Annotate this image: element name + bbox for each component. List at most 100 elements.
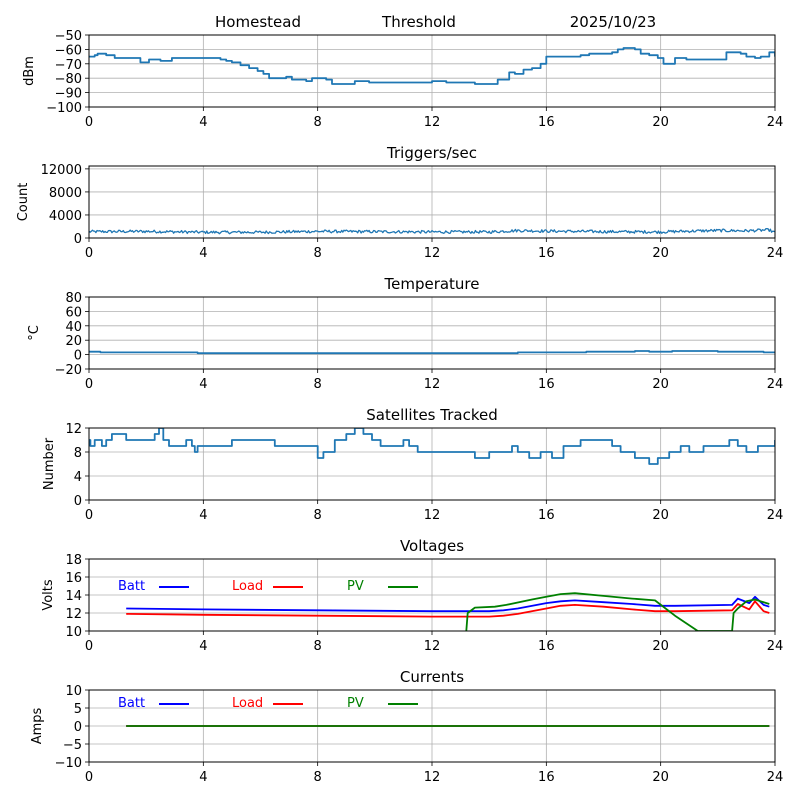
panel-currents: 0 4 8 12 16 20 24 −10 −5 0 5 10 Amps Currents Batt Load… [30, 668, 783, 785]
series-line-triggers [89, 228, 775, 235]
panel-satellites: 0 4 8 12 16 20 24 0 4 8 12 Number Satellites Tracked [42, 406, 783, 523]
y-tick-label: −70 [55, 58, 82, 73]
x-tick-label: 24 [767, 639, 784, 654]
x-tick-label: 12 [424, 115, 441, 130]
y-tick-label: −10 [55, 756, 82, 771]
x-tick-label: 12 [424, 377, 441, 392]
y-tick-label: 12 [65, 607, 82, 622]
y-tick-label: −100 [46, 101, 82, 116]
x-tick-label: 0 [85, 639, 93, 654]
series-line-threshold [89, 47, 775, 85]
y-tick-label: 10 [65, 625, 82, 640]
y-tick-label: −60 [55, 43, 82, 58]
panel-title: Triggers/sec [386, 144, 477, 162]
x-tick-label: 8 [314, 377, 322, 392]
series-line-satellites [89, 428, 775, 465]
y-tick-label: −5 [63, 738, 82, 753]
y-tick-label: 4000 [49, 209, 82, 224]
y-tick-label: −20 [55, 363, 82, 378]
y-tick-label: 0 [74, 494, 82, 509]
x-tick-label: 16 [538, 115, 555, 130]
y-axis-label: dBm [22, 56, 37, 86]
y-tick-label: 0 [74, 720, 82, 735]
x-tick-label: 8 [314, 115, 322, 130]
x-tick-label: 4 [199, 246, 207, 261]
x-tick-label: 20 [652, 377, 669, 392]
x-tick-label: 8 [314, 508, 322, 523]
panel-voltages: 0 4 8 12 16 20 24 10 12 14 16 18 Volts Voltages Batt Lo… [41, 537, 783, 654]
panel-title: Satellites Tracked [366, 406, 497, 424]
x-tick-label: 0 [85, 377, 93, 392]
header-date: 2025/10/23 [570, 13, 656, 31]
panel-title: Temperature [383, 275, 479, 293]
x-tick-label: 12 [424, 508, 441, 523]
header-station: Homestead [215, 13, 301, 31]
series-line-temperature [89, 350, 775, 355]
x-tick-label: 24 [767, 770, 784, 785]
x-tick-label: 4 [199, 115, 207, 130]
y-tick-label: 4 [74, 470, 82, 485]
panel-triggers: 0 4 8 12 16 20 24 0 4000 8000 12000 Count Triggers/s… [16, 144, 783, 261]
legend-label-batt: Batt [118, 579, 145, 594]
y-tick-label: 0 [74, 232, 82, 247]
series-line-batt [126, 595, 770, 613]
x-tick-label: 8 [314, 770, 322, 785]
x-tick-label: 16 [538, 508, 555, 523]
header-metric: Threshold [381, 13, 456, 31]
x-tick-label: 20 [652, 115, 669, 130]
x-tick-label: 20 [652, 639, 669, 654]
x-tick-label: 16 [538, 377, 555, 392]
y-tick-label: 10 [65, 684, 82, 699]
series-line-pv [465, 592, 770, 631]
y-tick-label: 20 [65, 334, 82, 349]
legend-label-pv: PV [347, 696, 364, 711]
y-tick-label: 12000 [41, 163, 82, 178]
y-axis-label: Volts [41, 579, 56, 611]
y-axis-label: Number [42, 437, 57, 490]
x-tick-label: 8 [314, 639, 322, 654]
y-tick-label: −50 [55, 29, 82, 44]
legend-label-load: Load [232, 696, 263, 711]
y-tick-label: 8 [74, 446, 82, 461]
y-axis-label: Count [16, 183, 31, 222]
x-tick-label: 24 [767, 246, 784, 261]
x-tick-label: 16 [538, 246, 555, 261]
y-tick-label: 5 [74, 702, 82, 717]
y-tick-label: −80 [55, 72, 82, 87]
legend-label-pv: PV [347, 579, 364, 594]
x-tick-label: 0 [85, 508, 93, 523]
x-tick-label: 20 [652, 246, 669, 261]
y-tick-label: 18 [65, 553, 82, 568]
panel-title: Currents [400, 668, 464, 686]
y-tick-label: 12 [65, 422, 82, 437]
x-tick-label: 0 [85, 770, 93, 785]
y-tick-label: 40 [65, 320, 82, 335]
y-axis-label: Amps [30, 707, 45, 744]
y-tick-label: 16 [65, 571, 82, 586]
y-tick-label: 8000 [49, 186, 82, 201]
y-tick-label: 80 [65, 291, 82, 306]
x-tick-label: 16 [538, 639, 555, 654]
legend-label-load: Load [232, 579, 263, 594]
series-line-load [126, 600, 770, 618]
x-tick-label: 4 [199, 770, 207, 785]
x-tick-label: 0 [85, 246, 93, 261]
x-tick-label: 24 [767, 377, 784, 392]
x-tick-label: 8 [314, 246, 322, 261]
x-tick-label: 4 [199, 377, 207, 392]
x-tick-label: 12 [424, 639, 441, 654]
y-tick-label: 0 [74, 349, 82, 364]
x-tick-label: 20 [652, 508, 669, 523]
x-tick-label: 12 [424, 246, 441, 261]
y-tick-label: 14 [65, 589, 82, 604]
x-tick-label: 20 [652, 770, 669, 785]
y-tick-label: −90 [55, 87, 82, 102]
x-tick-label: 24 [767, 115, 784, 130]
x-tick-label: 0 [85, 115, 93, 130]
panel-threshold: 0 4 8 12 16 20 24 −50−60−70−80−90−100 dBm [22, 29, 783, 130]
y-axis-label: °C [27, 325, 42, 341]
x-tick-label: 16 [538, 770, 555, 785]
